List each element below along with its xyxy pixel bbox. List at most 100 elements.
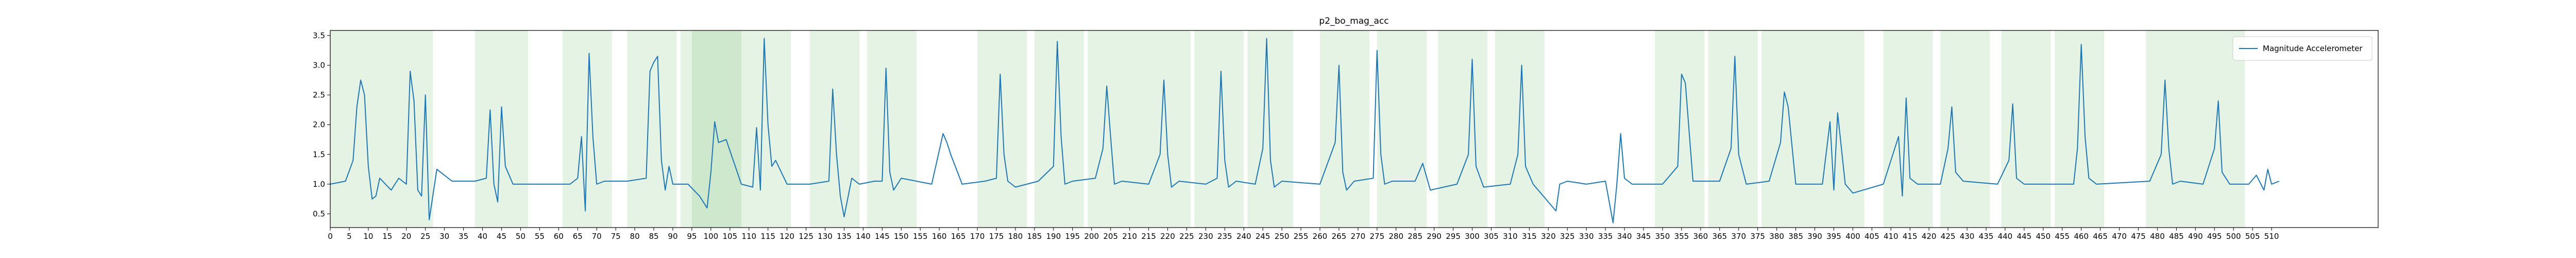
shaded-span <box>741 30 791 228</box>
x-tick-label: 375 <box>1750 232 1765 241</box>
x-tick-label: 200 <box>1084 232 1099 241</box>
shaded-span <box>1088 30 1138 228</box>
x-tick-label: 250 <box>1275 232 1290 241</box>
shaded-span <box>691 30 741 228</box>
x-tick-label: 95 <box>687 232 697 241</box>
x-tick-label: 260 <box>1313 232 1328 241</box>
y-tick-label: 1.0 <box>313 180 325 189</box>
x-tick-label: 175 <box>989 232 1004 241</box>
x-tick-label: 155 <box>913 232 928 241</box>
x-tick-label: 470 <box>2112 232 2127 241</box>
x-tick-label: 235 <box>1217 232 1232 241</box>
x-tick-label: 125 <box>799 232 814 241</box>
x-tick-label: 460 <box>2074 232 2089 241</box>
x-tick-label: 330 <box>1579 232 1594 241</box>
x-tick-label: 285 <box>1408 232 1422 241</box>
x-tick-label: 165 <box>951 232 966 241</box>
x-tick-label: 20 <box>401 232 411 241</box>
x-tick-label: 365 <box>1712 232 1727 241</box>
shaded-span <box>1495 30 1545 228</box>
x-tick-label: 210 <box>1122 232 1137 241</box>
x-tick-label: 185 <box>1027 232 1042 241</box>
x-tick-label: 320 <box>1541 232 1556 241</box>
y-tick-label: 1.5 <box>313 150 325 159</box>
x-tick-label: 380 <box>1769 232 1784 241</box>
x-tick-label: 30 <box>439 232 449 241</box>
x-tick-label: 415 <box>1903 232 1918 241</box>
chart-title: p2_bo_mag_acc <box>1319 16 1388 26</box>
x-tick-label: 5 <box>347 232 352 241</box>
x-tick-label: 490 <box>2188 232 2203 241</box>
x-tick-label: 315 <box>1522 232 1537 241</box>
y-tick-label: 0.5 <box>313 209 325 218</box>
x-tick-label: 360 <box>1693 232 1708 241</box>
shaded-span <box>1761 30 1811 228</box>
x-tick-label: 220 <box>1160 232 1175 241</box>
x-tick-label: 435 <box>1979 232 1994 241</box>
shaded-span <box>680 30 741 228</box>
x-tick-label: 150 <box>894 232 909 241</box>
x-tick-label: 105 <box>722 232 737 241</box>
x-tick-label: 340 <box>1617 232 1632 241</box>
x-tick-label: 450 <box>2036 232 2050 241</box>
x-tick-label: 265 <box>1332 232 1347 241</box>
x-tick-label: 430 <box>1960 232 1975 241</box>
x-tick-label: 35 <box>459 232 468 241</box>
x-tick-label: 350 <box>1655 232 1670 241</box>
shaded-span <box>1034 30 1084 228</box>
x-tick-label: 325 <box>1560 232 1575 241</box>
shaded-span <box>2146 30 2196 228</box>
x-tick-label: 120 <box>779 232 794 241</box>
x-tick-label: 80 <box>630 232 640 241</box>
x-tick-label: 115 <box>760 232 775 241</box>
x-tick-label: 110 <box>741 232 756 241</box>
x-tick-label: 425 <box>1941 232 1956 241</box>
x-tick-label: 395 <box>1826 232 1841 241</box>
shaded-span <box>627 30 677 228</box>
axes-frame <box>330 30 2379 228</box>
x-tick-label: 230 <box>1198 232 1213 241</box>
x-tick-label: 195 <box>1065 232 1080 241</box>
x-tick-label: 295 <box>1446 232 1461 241</box>
x-tick-label: 140 <box>856 232 871 241</box>
x-tick-label: 135 <box>837 232 852 241</box>
x-tick-label: 385 <box>1788 232 1803 241</box>
shaded-span <box>2054 30 2105 228</box>
x-tick-label: 90 <box>668 232 677 241</box>
x-tick-label: 275 <box>1370 232 1385 241</box>
shaded-span <box>474 30 529 228</box>
x-tick-label: 40 <box>478 232 487 241</box>
y-tick-label: 2.5 <box>313 90 325 100</box>
x-tick-label: 300 <box>1465 232 1480 241</box>
x-tick-label: 290 <box>1427 232 1442 241</box>
shaded-span <box>977 30 1027 228</box>
y-tick-label: 2.0 <box>313 120 325 130</box>
x-tick-label: 390 <box>1807 232 1822 241</box>
x-tick-label: 480 <box>2150 232 2165 241</box>
x-tick-label: 305 <box>1484 232 1499 241</box>
y-tick-label: 3.5 <box>313 31 325 40</box>
x-tick-label: 180 <box>1008 232 1023 241</box>
x-tick-label: 445 <box>2017 232 2032 241</box>
x-tick-label: 240 <box>1236 232 1251 241</box>
shaded-span <box>867 30 917 228</box>
x-tick-label: 270 <box>1351 232 1366 241</box>
x-tick-label: 440 <box>1998 232 2013 241</box>
x-tick-label: 215 <box>1141 232 1156 241</box>
x-tick-label: 65 <box>573 232 583 241</box>
x-tick-label: 405 <box>1865 232 1879 241</box>
x-tick-label: 310 <box>1503 232 1518 241</box>
shaded-span <box>1137 30 1191 228</box>
y-tick-label: 3.0 <box>313 60 325 70</box>
x-tick-label: 280 <box>1388 232 1403 241</box>
shaded-span <box>1438 30 1488 228</box>
legend-box <box>2232 36 2372 61</box>
legend-label: Magnitude Accelerometer <box>2263 44 2363 53</box>
x-tick-label: 245 <box>1256 232 1270 241</box>
x-tick-label: 205 <box>1103 232 1118 241</box>
x-tick-label: 410 <box>1884 232 1899 241</box>
x-tick-label: 500 <box>2226 232 2241 241</box>
x-tick-label: 170 <box>970 232 985 241</box>
x-tick-label: 100 <box>704 232 719 241</box>
x-tick-label: 255 <box>1294 232 1309 241</box>
